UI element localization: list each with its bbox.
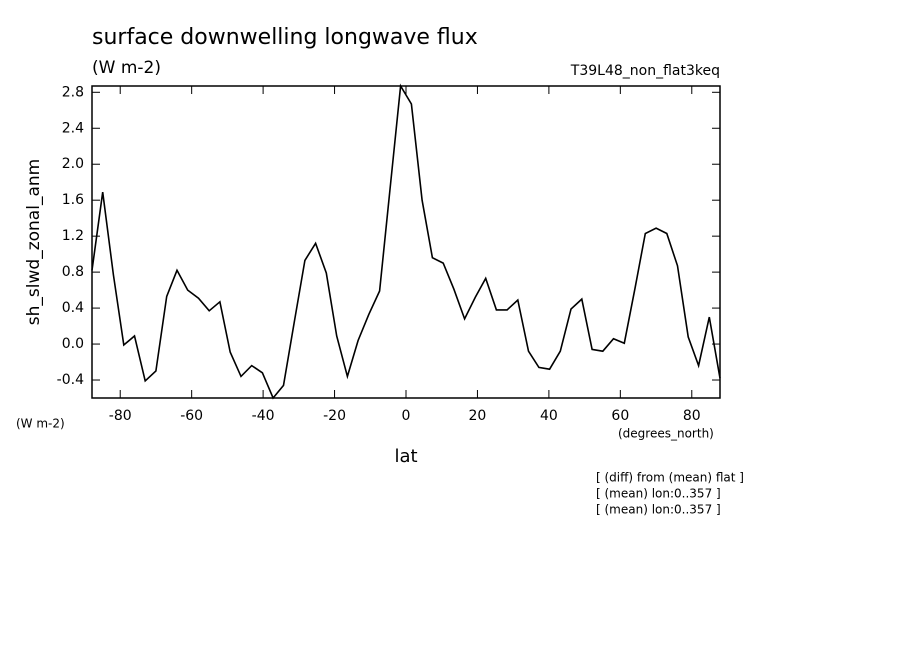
- x-tick-label: 20: [469, 408, 487, 424]
- y-units: (W m-2): [16, 417, 65, 431]
- x-units: (degrees_north): [618, 427, 714, 441]
- y-tick-label: 0.4: [62, 300, 84, 316]
- chart-title: surface downwelling longwave flux: [92, 25, 478, 50]
- y-tick-label: 0.0: [62, 336, 84, 352]
- y-tick-label: 1.2: [62, 228, 84, 244]
- y-tick-label: -0.4: [57, 372, 84, 388]
- note: [ (mean) lon:0..357 ]: [596, 503, 721, 517]
- x-tick-label: -80: [109, 408, 132, 424]
- note: [ (mean) lon:0..357 ]: [596, 487, 721, 501]
- experiment-label: T39L48_non_flat3keq: [570, 63, 720, 79]
- y-tick-label: 2.0: [62, 156, 84, 172]
- x-tick-label: -20: [323, 408, 346, 424]
- y-axis-label: sh_slwd_zonal_anm: [24, 159, 44, 325]
- y-tick-label: 0.8: [62, 264, 84, 280]
- x-tick-label: 40: [540, 408, 558, 424]
- note: [ (diff) from (mean) flat ]: [596, 471, 744, 485]
- x-tick-label: -40: [252, 408, 275, 424]
- chart-subtitle: (W m-2): [92, 58, 161, 78]
- data-line: [91, 83, 721, 400]
- x-axis-label: lat: [394, 446, 417, 467]
- x-tick-label: 60: [611, 408, 629, 424]
- y-tick-label: 2.8: [62, 84, 84, 100]
- x-tick-label: -60: [180, 408, 203, 424]
- plot-frame: [91, 85, 721, 399]
- y-tick-label: 2.4: [62, 120, 84, 136]
- x-tick-label: 0: [402, 408, 411, 424]
- y-tick-label: 1.6: [62, 192, 84, 208]
- x-tick-label: 80: [683, 408, 701, 424]
